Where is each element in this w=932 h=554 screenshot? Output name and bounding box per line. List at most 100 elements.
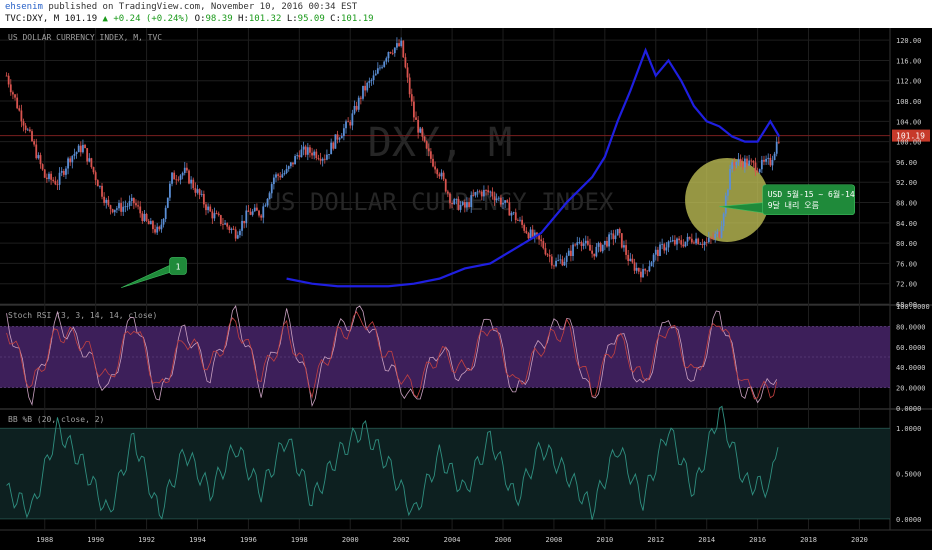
candle-body bbox=[383, 61, 386, 67]
candle-body bbox=[364, 85, 367, 91]
candle-body bbox=[128, 201, 131, 206]
candle-body bbox=[557, 260, 560, 261]
candle-body bbox=[739, 158, 742, 163]
candle-body bbox=[574, 244, 577, 246]
candle-body bbox=[321, 158, 324, 161]
candle-body bbox=[620, 233, 623, 248]
chart-header: ehsenim published on TradingView.com, No… bbox=[0, 0, 932, 28]
candle-body bbox=[457, 198, 460, 210]
watermark-symbol: DXY, M bbox=[368, 120, 513, 166]
candle-body bbox=[205, 204, 207, 211]
candle-body bbox=[71, 155, 74, 163]
callout-1-box bbox=[169, 257, 187, 275]
bb-tick-label: 0.5000 bbox=[896, 471, 921, 479]
candle-body bbox=[555, 260, 557, 267]
low-value: 95.09 bbox=[297, 14, 325, 24]
candle-body bbox=[58, 172, 61, 185]
candle-body bbox=[381, 66, 383, 68]
candle-body bbox=[349, 122, 352, 126]
candle-body bbox=[470, 195, 473, 208]
candle-body bbox=[652, 254, 655, 263]
price-tick-label: 112.00 bbox=[896, 78, 921, 86]
candle-body bbox=[192, 179, 195, 189]
candle-body bbox=[16, 97, 19, 109]
published-text: published on TradingView.com, November 1… bbox=[48, 2, 358, 12]
candle-body bbox=[139, 206, 142, 214]
symbol-label[interactable]: TVC:DXY, M bbox=[5, 14, 60, 24]
candle-body bbox=[69, 158, 72, 163]
candle-body bbox=[285, 168, 288, 173]
time-tick-label: 1990 bbox=[87, 536, 104, 544]
candle-body bbox=[767, 157, 770, 159]
candle-body bbox=[370, 80, 373, 82]
candle-body bbox=[459, 205, 462, 210]
time-tick-label: 1988 bbox=[36, 536, 53, 544]
candle-body bbox=[279, 175, 282, 178]
candle-body bbox=[5, 75, 8, 77]
candle-body bbox=[614, 235, 617, 240]
candle-body bbox=[292, 162, 294, 165]
candle-body bbox=[559, 259, 562, 261]
candle-body bbox=[143, 213, 146, 222]
candle-body bbox=[26, 129, 29, 131]
candle-body bbox=[185, 167, 188, 171]
candle-body bbox=[703, 242, 706, 245]
price-tick-label: 100.00 bbox=[896, 139, 921, 147]
candle-body bbox=[754, 162, 757, 172]
time-tick-label: 2020 bbox=[851, 536, 868, 544]
high-label: H: bbox=[238, 14, 249, 24]
candle-body bbox=[300, 149, 303, 158]
price-tick-label: 88.00 bbox=[896, 200, 917, 208]
stoch-tick-label: 20.0000 bbox=[896, 385, 926, 393]
candle-body bbox=[181, 173, 184, 176]
candle-body bbox=[533, 232, 536, 237]
candle-body bbox=[374, 73, 377, 76]
time-tick-label: 2000 bbox=[342, 536, 359, 544]
candle-body bbox=[228, 226, 231, 231]
candle-body bbox=[707, 237, 710, 243]
bb-band bbox=[0, 428, 890, 519]
bb-pane-title: BB %B (20, close, 2) bbox=[8, 415, 104, 424]
candle-body bbox=[521, 219, 524, 225]
candle-body bbox=[440, 172, 443, 177]
candle-body bbox=[690, 238, 693, 243]
candle-body bbox=[415, 117, 417, 120]
candle-body bbox=[419, 128, 422, 133]
candle-body bbox=[334, 134, 337, 149]
candle-body bbox=[247, 210, 250, 212]
candle-body bbox=[135, 203, 137, 206]
candle-body bbox=[472, 195, 475, 196]
candle-body bbox=[540, 239, 543, 242]
candle-body bbox=[24, 125, 27, 130]
candle-body bbox=[258, 210, 260, 216]
candle-body bbox=[391, 53, 394, 54]
candle-body bbox=[65, 168, 67, 175]
candle-body bbox=[183, 167, 186, 174]
candle-body bbox=[118, 203, 120, 209]
candle-body bbox=[763, 159, 765, 162]
candle-body bbox=[542, 241, 545, 249]
candle-body bbox=[631, 258, 634, 263]
candle-body bbox=[483, 190, 485, 197]
candle-body bbox=[145, 213, 148, 221]
author-link[interactable]: ehsenim bbox=[5, 2, 43, 12]
price-tick-label: 80.00 bbox=[896, 240, 917, 248]
candle-body bbox=[45, 177, 48, 179]
candle-body bbox=[413, 101, 415, 118]
candle-body bbox=[111, 209, 114, 213]
low-label: L: bbox=[286, 14, 298, 24]
candle-body bbox=[570, 250, 572, 257]
candle-body bbox=[398, 43, 400, 47]
candle-body bbox=[31, 131, 33, 142]
candle-body bbox=[226, 223, 229, 227]
open-label: O: bbox=[194, 14, 206, 24]
chart-svg[interactable]: DXY, M US DOLLAR CURRENCY INDEX US DOLLAR… bbox=[0, 28, 932, 550]
candle-body bbox=[716, 231, 719, 235]
candle-body bbox=[79, 145, 82, 153]
candle-body bbox=[190, 179, 193, 184]
candle-body bbox=[474, 192, 477, 196]
candle-body bbox=[610, 233, 613, 235]
candle-body bbox=[359, 97, 362, 99]
chart-area[interactable]: DXY, M US DOLLAR CURRENCY INDEX US DOLLAR… bbox=[0, 28, 932, 550]
candle-body bbox=[485, 190, 487, 191]
